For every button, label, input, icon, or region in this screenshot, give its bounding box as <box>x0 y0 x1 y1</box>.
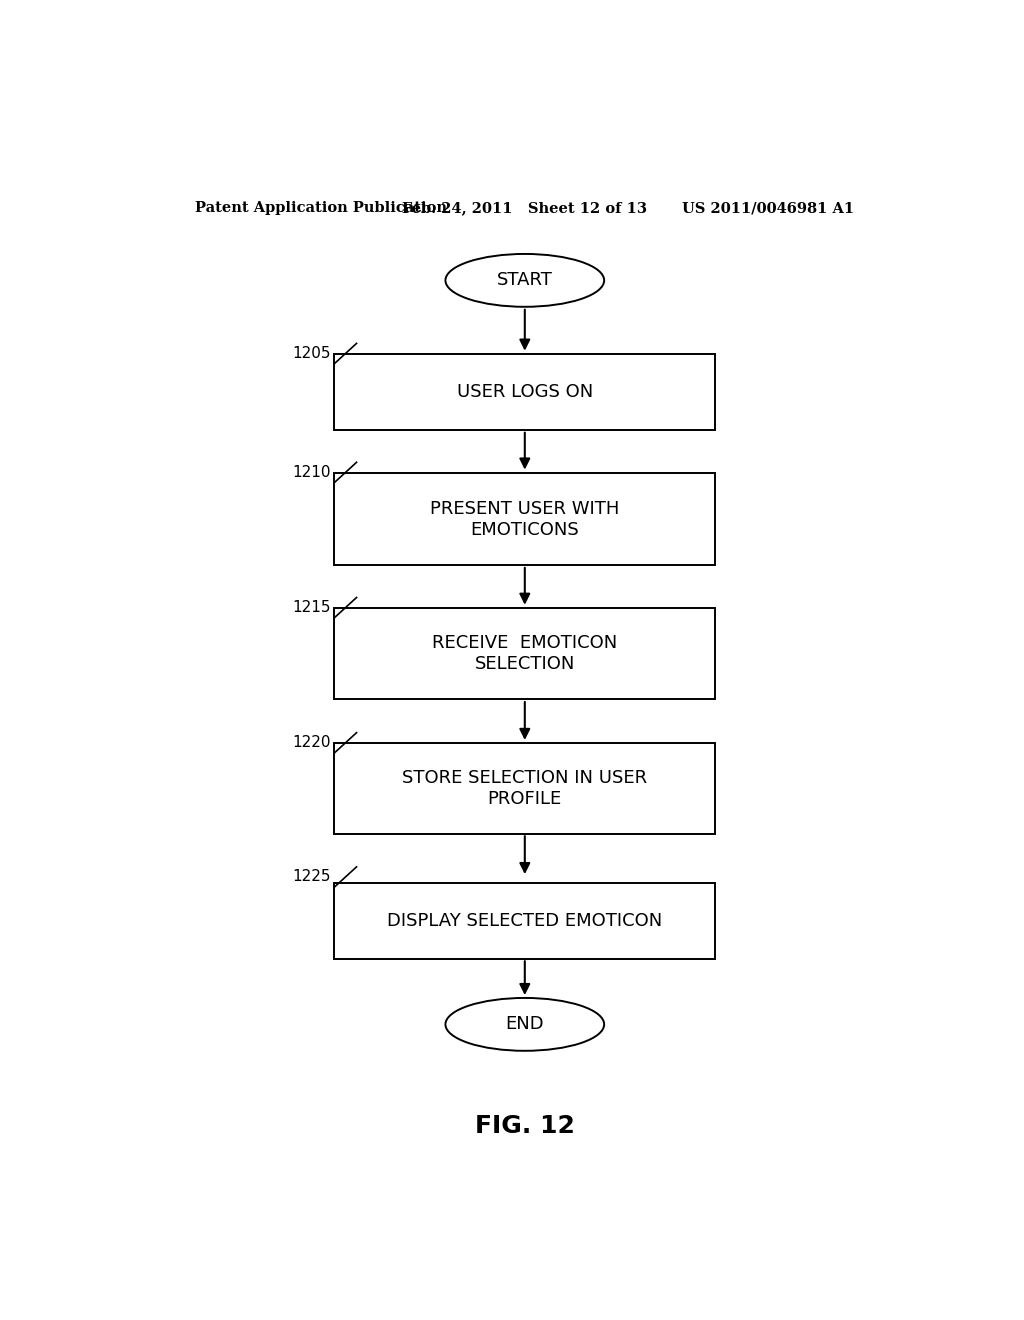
Text: US 2011/0046981 A1: US 2011/0046981 A1 <box>682 201 854 215</box>
Text: FIG. 12: FIG. 12 <box>475 1114 574 1138</box>
Text: Patent Application Publication: Patent Application Publication <box>196 201 447 215</box>
Text: START: START <box>497 272 553 289</box>
Text: DISPLAY SELECTED EMOTICON: DISPLAY SELECTED EMOTICON <box>387 912 663 929</box>
Text: STORE SELECTION IN USER
PROFILE: STORE SELECTION IN USER PROFILE <box>402 770 647 808</box>
Text: END: END <box>506 1015 544 1034</box>
Text: RECEIVE  EMOTICON
SELECTION: RECEIVE EMOTICON SELECTION <box>432 634 617 673</box>
Text: 1205: 1205 <box>292 346 331 362</box>
Text: 1210: 1210 <box>292 465 331 480</box>
Text: Feb. 24, 2011   Sheet 12 of 13: Feb. 24, 2011 Sheet 12 of 13 <box>402 201 647 215</box>
Text: 1225: 1225 <box>292 870 331 884</box>
Text: 1215: 1215 <box>292 601 331 615</box>
Text: 1220: 1220 <box>292 735 331 750</box>
Text: PRESENT USER WITH
EMOTICONS: PRESENT USER WITH EMOTICONS <box>430 500 620 539</box>
Text: USER LOGS ON: USER LOGS ON <box>457 383 593 401</box>
